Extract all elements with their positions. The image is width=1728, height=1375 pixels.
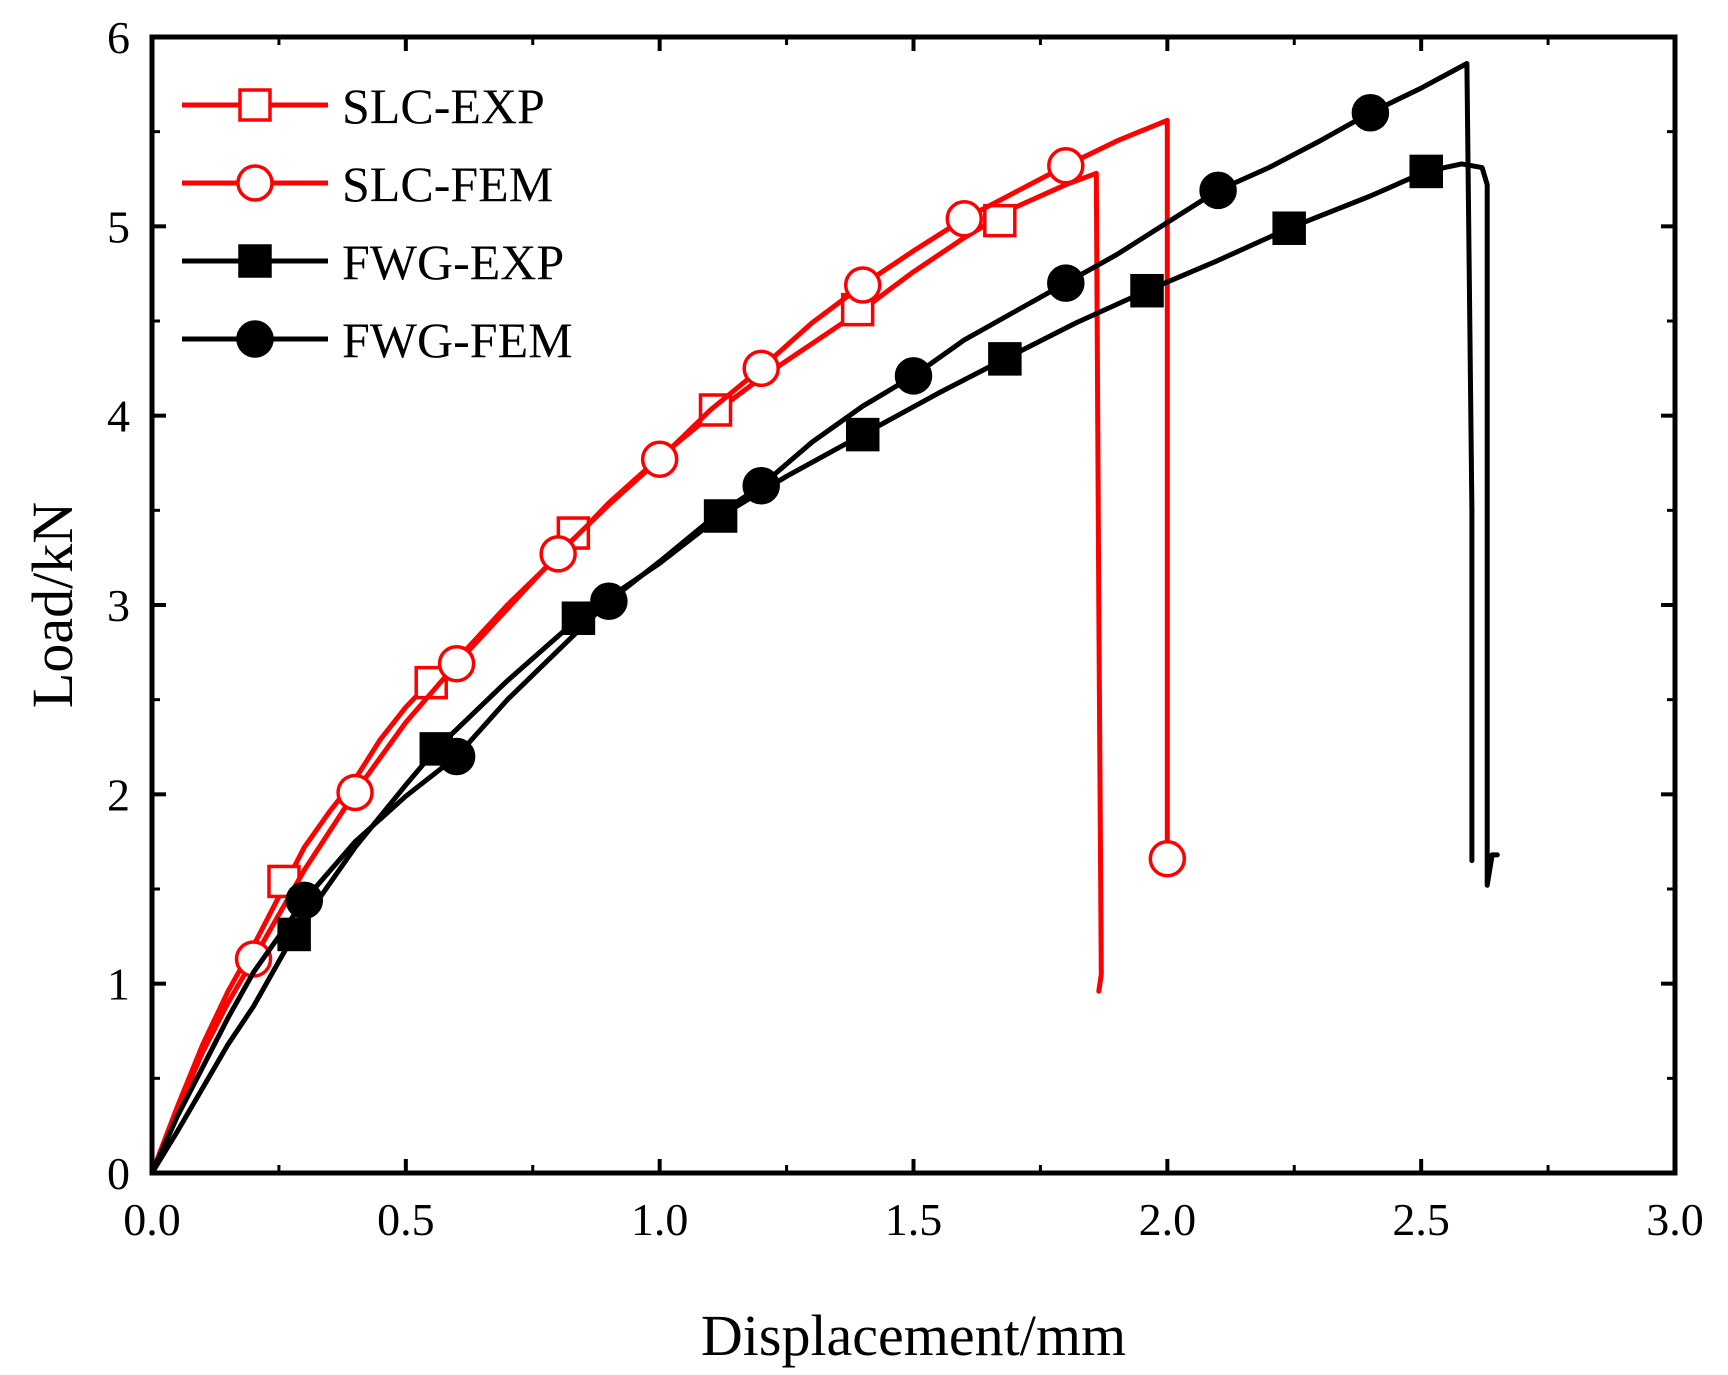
- legend-item-slc-exp: SLC-EXP: [182, 78, 545, 134]
- point-fwg-exp: [1272, 211, 1306, 245]
- y-tick-label: 5: [107, 201, 130, 252]
- x-axis-title: Displacement/mm: [701, 1303, 1126, 1368]
- point-slc-fem: [945, 200, 984, 238]
- x-tick-label: 1.0: [631, 1194, 689, 1245]
- point-fwg-fem: [1351, 93, 1390, 132]
- point-fwg-fem: [1199, 171, 1237, 210]
- legend-marker-fwg-fem: [236, 320, 274, 358]
- y-tick-label: 3: [107, 580, 130, 631]
- y-tick-label: 4: [107, 391, 130, 442]
- legend-label-fwg-fem: FWG-FEM: [342, 312, 573, 368]
- legend-label-slc-fem: SLC-FEM: [342, 156, 553, 212]
- point-fwg-exp: [1130, 273, 1164, 308]
- point-fwg-fem: [285, 881, 324, 920]
- point-slc-exp: [267, 864, 301, 899]
- point-slc-exp: [983, 203, 1017, 238]
- point-fwg-exp: [988, 342, 1022, 376]
- point-slc-fem: [437, 644, 476, 683]
- y-tick-label: 0: [107, 1148, 130, 1199]
- legend-marker-fwg-exp: [238, 244, 272, 278]
- y-tick-label: 6: [107, 12, 130, 63]
- ticks-layer: 0.0 0.5 1.0 1.5 2.0 2.5 3.0 0 1 2 3 4 5 6: [107, 12, 1704, 1245]
- point-fwg-exp: [1409, 154, 1443, 189]
- point-slc-fem: [843, 266, 882, 304]
- legend-item-fwg-exp: FWG-EXP: [182, 234, 564, 290]
- x-tick-label: 2.5: [1392, 1194, 1450, 1245]
- point-slc-fem: [1047, 146, 1085, 185]
- x-tick-label: 1.5: [885, 1194, 943, 1245]
- point-fwg-fem: [590, 582, 628, 620]
- series-line-slc-fem: [149, 117, 1170, 1176]
- point-fwg-fem: [1047, 264, 1085, 302]
- x-tick-label: 0.5: [377, 1194, 435, 1245]
- x-tick-label: 3.0: [1646, 1194, 1704, 1245]
- point-fwg-fem: [894, 357, 933, 395]
- legend-marker-slc-fem: [236, 164, 274, 202]
- series-fwg-fem: [149, 61, 1475, 1176]
- y-axis-title: Load/kN: [20, 502, 85, 708]
- legend-item-fwg-fem: FWG-FEM: [182, 312, 573, 368]
- legend-label-slc-exp: SLC-EXP: [342, 78, 545, 134]
- series-slc-fem: [149, 117, 1187, 1176]
- point-fwg-fem: [742, 466, 780, 505]
- series-slc-exp: [149, 170, 1104, 1176]
- x-tick-label: 2.0: [1139, 1194, 1197, 1245]
- point-slc-fem: [742, 349, 780, 388]
- y-tick-label: 2: [107, 769, 130, 820]
- x-tick-label: 0.0: [123, 1194, 181, 1245]
- series-fwg-exp: [149, 154, 1500, 1176]
- point-fwg-fem: [437, 737, 476, 776]
- legend-label-fwg-exp: FWG-EXP: [342, 234, 564, 290]
- series-layer: [149, 61, 1500, 1176]
- legend: SLC-EXP SLC-FEM FWG-EXP FWG-FEM: [182, 78, 573, 368]
- series-line-slc-exp: [149, 170, 1104, 1176]
- point-slc-fem: [640, 440, 679, 478]
- legend-marker-slc-exp: [238, 88, 272, 122]
- point-slc-fem: [336, 773, 374, 812]
- point-slc-fem: [539, 535, 577, 573]
- point-slc-exp: [698, 393, 733, 427]
- point-fwg-exp: [845, 417, 880, 452]
- y-tick-label: 1: [107, 959, 130, 1010]
- point-fwg-exp: [277, 917, 311, 952]
- point-slc-fem: [1148, 839, 1187, 878]
- legend-item-slc-fem: SLC-FEM: [182, 156, 553, 212]
